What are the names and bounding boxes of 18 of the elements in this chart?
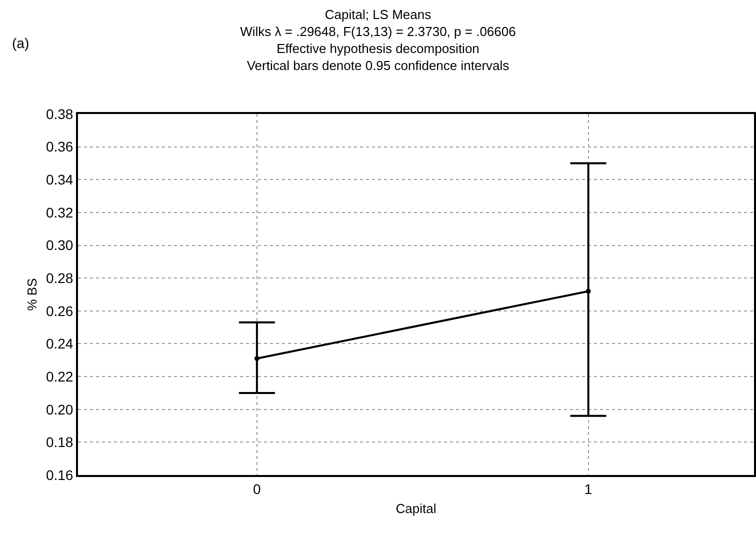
- y-tick-label: 0.34: [46, 172, 74, 188]
- y-tick-label: 0.16: [46, 466, 74, 483]
- y-tick-label: 0.30: [46, 237, 74, 254]
- text: (a): [12, 35, 30, 51]
- y-tick-label: 0.38: [46, 106, 74, 122]
- chart-title: Capital; LS Means Wilks λ = .29648, F(13,13) = 2.3730, p = .06606 Effective hypothesis decomposition Vertical bars denote 0.95 confidence intervals: [240, 7, 516, 73]
- x-tick-label: 1: [584, 480, 592, 497]
- y-axis-title: % BS: [24, 278, 40, 311]
- y-tick-label: 0.26: [46, 302, 74, 319]
- x-tick-label: 0: [253, 480, 262, 497]
- y-tick-label: 0.18: [46, 434, 74, 450]
- y-tick-label: 0.24: [46, 336, 74, 352]
- y-tick-label: 0.36: [46, 138, 74, 155]
- y-tick-label: 0.20: [46, 401, 74, 418]
- y-tick-label: 0.32: [46, 204, 74, 220]
- x-axis-title: Capital: [396, 500, 436, 516]
- y-tick-label: 0.28: [46, 270, 74, 286]
- y-tick-label: 0.22: [46, 368, 74, 384]
